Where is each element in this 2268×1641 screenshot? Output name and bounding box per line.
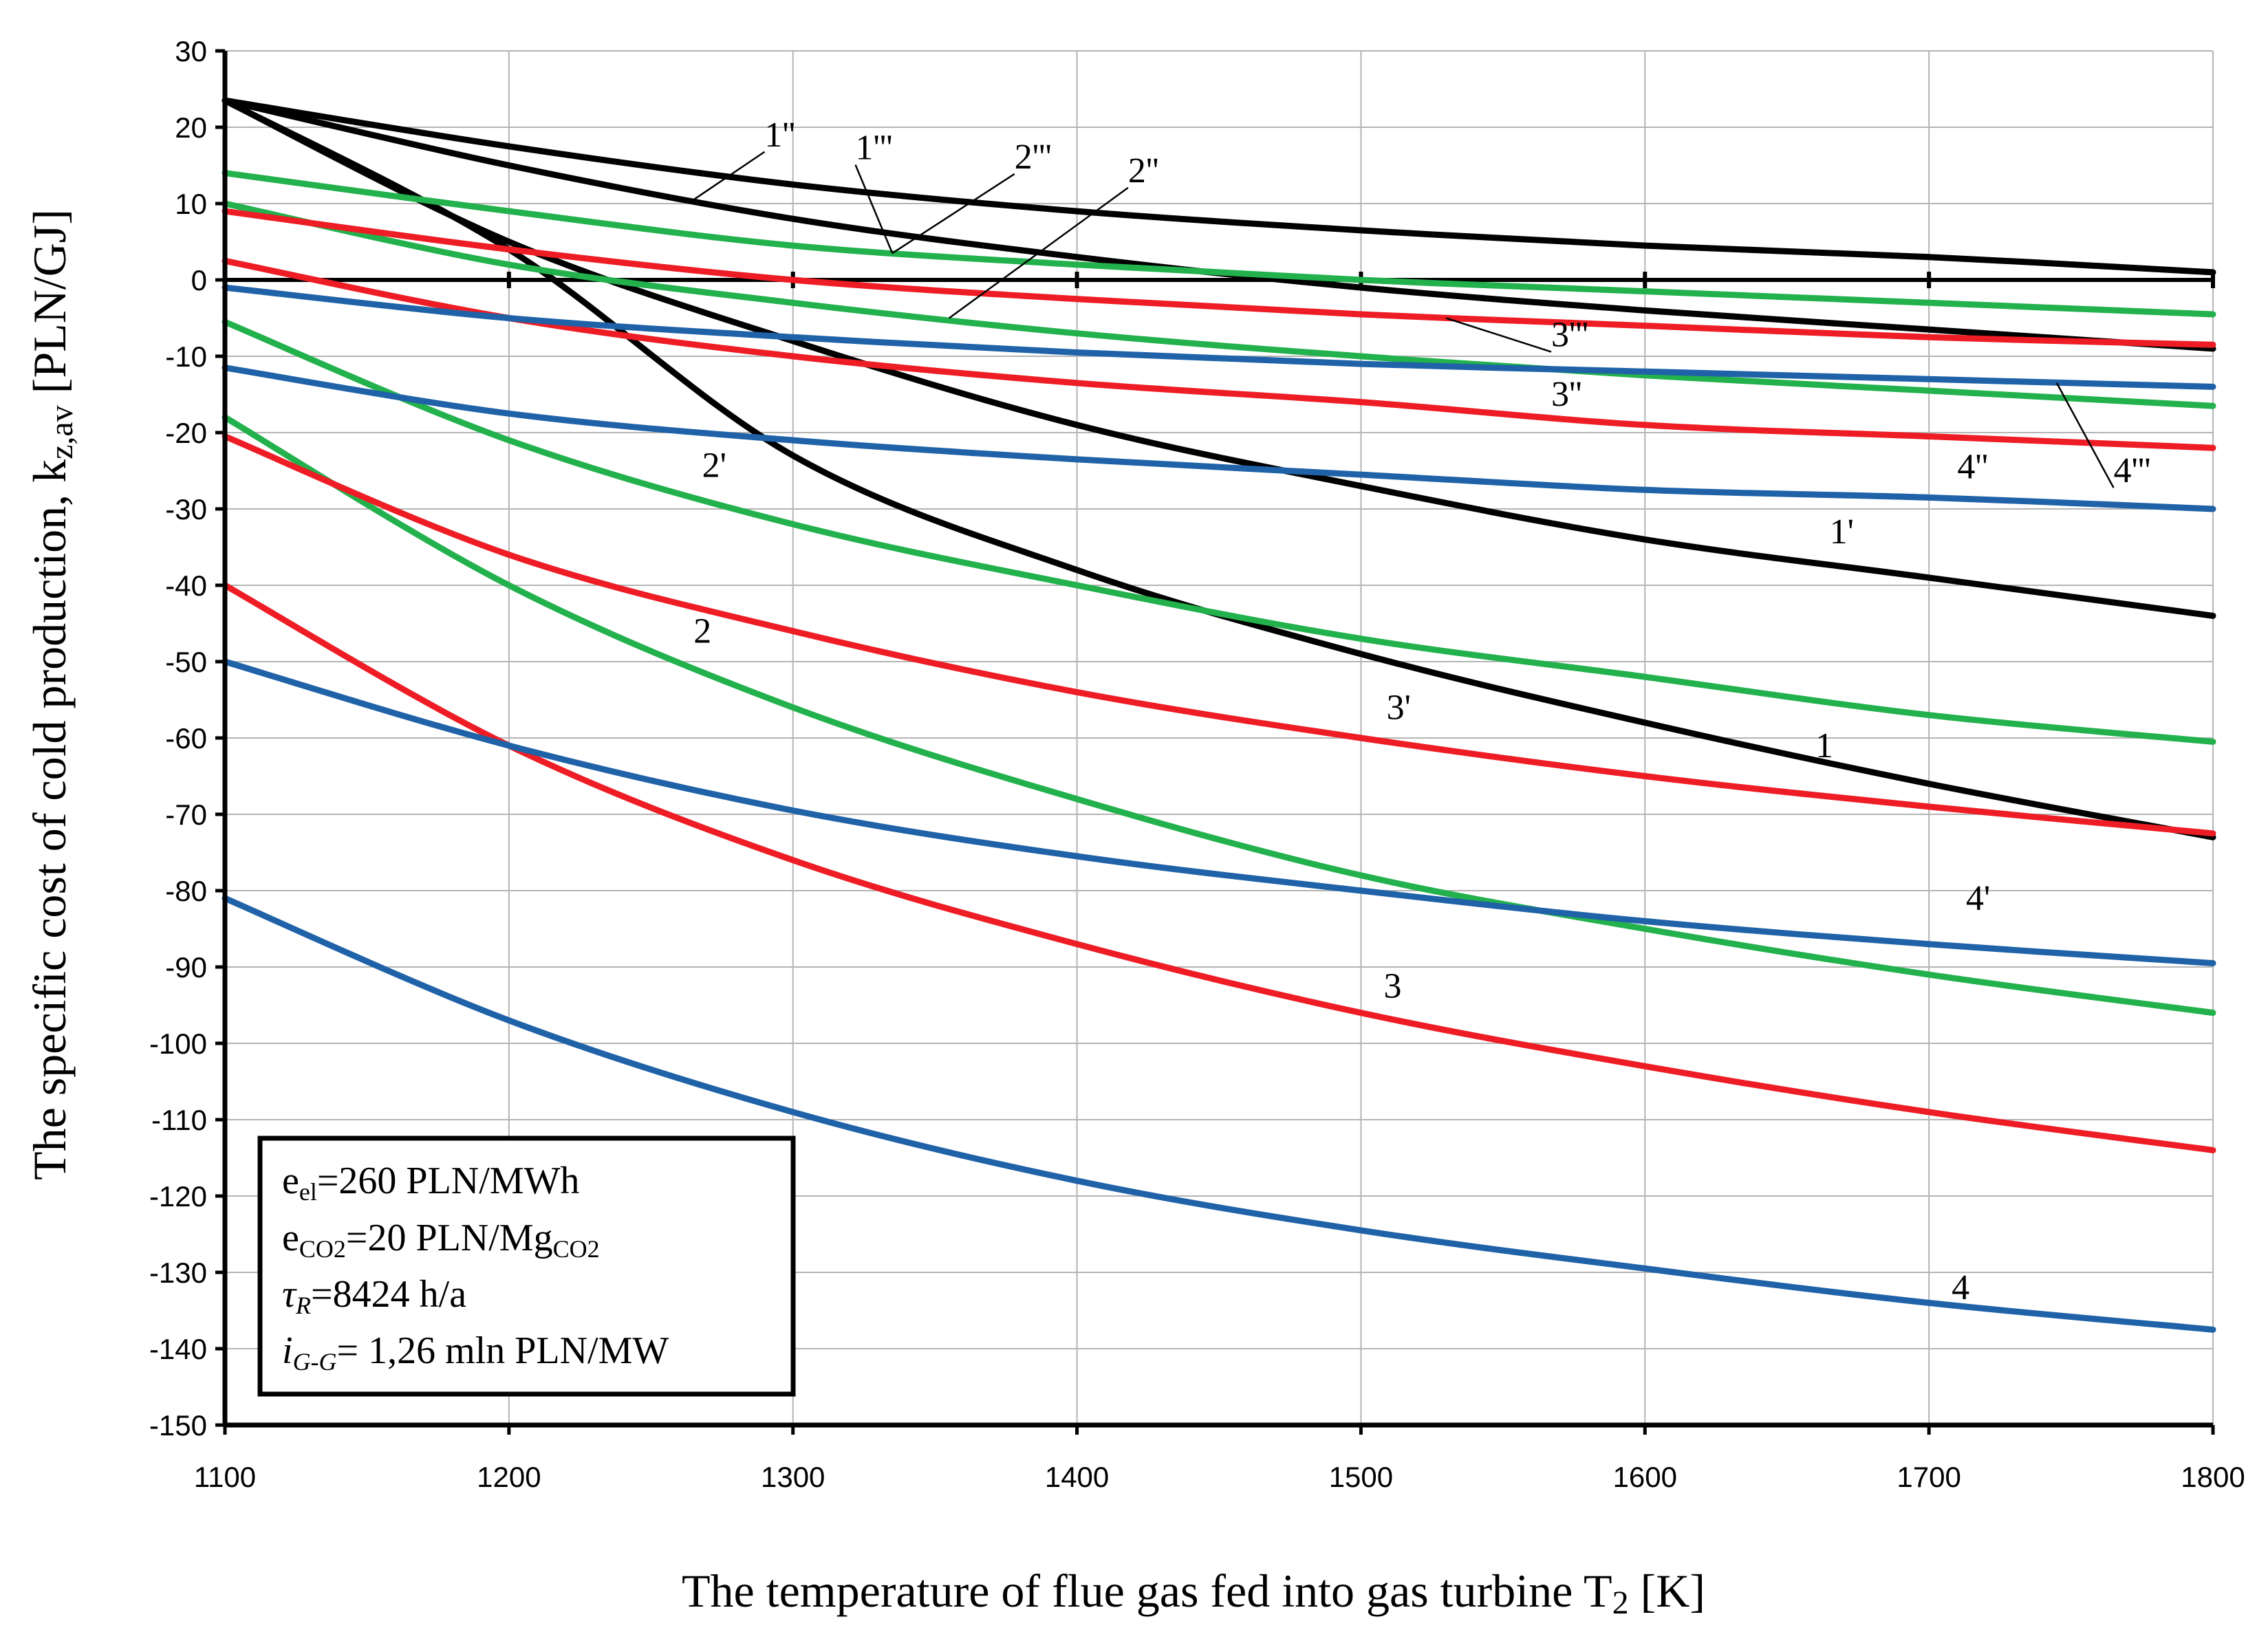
x-tick-label-4: 1500 [1329,1461,1393,1493]
y-tick-label-4: -10 [165,340,207,373]
leader-3ppp [1445,317,1552,353]
y-tick-label-12: -90 [165,951,207,983]
curve-label-4pp: 4'' [1957,448,1988,487]
series-line-3 [222,582,2216,1153]
y-axis-title: The specific cost of cold production, kz… [23,209,80,1180]
x-tick-label-3: 1400 [1045,1461,1109,1493]
y-tick-label-13: -100 [149,1028,207,1060]
series-line-2 [222,414,2216,1017]
y-tick-label-6: -30 [165,493,207,525]
x-tick-label-5: 1600 [1613,1461,1677,1493]
y-tick-label-11: -80 [165,875,207,907]
series-line-4p [222,658,2216,966]
y-tick-label-16: -130 [149,1257,207,1289]
leader-4ppp [2055,382,2115,488]
y-tick-label-10: -70 [165,798,207,831]
series-line-3ppp [222,208,2216,348]
leader-2pp [949,186,1129,319]
y-tick-label-14: -110 [151,1104,207,1136]
series-line-4ppp [222,284,2216,390]
curve-label-3pp: 3'' [1551,375,1582,414]
x-tick-label-7: 1800 [2181,1461,2245,1493]
y-tick-label-17: -140 [149,1333,207,1365]
leader-1ppp [854,164,894,254]
curve-label-2: 2 [693,611,711,651]
x-tick-label-6: 1700 [1897,1461,1961,1493]
axes [215,49,2215,1435]
curve-label-3ppp: 3''' [1551,316,1588,355]
curve-label-1: 1 [1815,726,1833,765]
series-line-2p [222,318,2216,745]
leader-1pp [693,151,766,201]
curve-label-2p: 2' [702,446,726,485]
leader-lines [693,151,2115,488]
tick-labels: 30 20 10 0 -10 -20 -30 -40 -50 -60 -70 -80 -90 -100 -1… [149,35,2245,1493]
curve-label-3: 3 [1383,966,1401,1006]
y-tick-label-5: -20 [165,417,207,449]
legend-co2-price: eCO2=20 PLN/MgCO2 [282,1217,600,1263]
curve-label-1ppp: 1''' [856,129,893,168]
legend-tau: τR=8424 h/a [282,1273,466,1319]
legend-investment: iG-G= 1,26 mln PLN/MW [282,1329,669,1376]
y-tick-label-3: 0 [191,264,207,296]
y-tick-label-0: 30 [175,35,207,67]
curve-label-4p: 4' [1966,879,1990,918]
y-tick-label-1: 20 [175,111,207,144]
y-tick-label-2: 10 [175,188,207,220]
y-tick-label-7: -40 [165,569,207,602]
y-tick-label-8: -50 [165,646,207,678]
curve-label-1pp: 1'' [764,116,795,155]
legend-box: eel=260 PLN/MWh eCO2=20 PLN/MgCO2 τR=842… [257,1135,796,1397]
y-tick-label-9: -60 [165,722,207,754]
series-line-2ppp [222,170,2216,318]
curve-label-4ppp: 4''' [2114,451,2151,490]
curve-label-4: 4 [1952,1268,1969,1307]
x-tick-label-2: 1300 [761,1461,825,1493]
curve-label-2pp: 2'' [1128,151,1159,191]
x-tick-label-1: 1200 [477,1461,541,1493]
series-lines [222,97,2216,1333]
series-line-4 [222,895,2216,1333]
x-axis-title: The temperature of flue gas fed into gas… [682,1565,1705,1621]
curve-label-3p: 3' [1387,688,1411,727]
curve-label-1p: 1' [1830,512,1854,552]
series-line-3p [222,433,2216,837]
series-line-4pp [222,365,2216,512]
legend-frame [257,1135,796,1397]
x-tick-label-0: 1100 [194,1461,256,1493]
y-tick-label-18: -150 [149,1409,207,1442]
leader-2ppp [892,173,1015,254]
curve-label-2ppp: 2''' [1015,138,1052,177]
y-tick-label-15: -120 [149,1180,207,1213]
series-line-1pp [222,97,2216,276]
series-line-2pp [222,200,2216,409]
legend-el-price: eel=260 PLN/MWh [282,1160,579,1206]
curve-labels: 1 1' 1'' 1''' 2 2' 2'' 2''' 3 3' 3'' 3''' 4 4' 4'' 4''' [693,116,2150,1307]
